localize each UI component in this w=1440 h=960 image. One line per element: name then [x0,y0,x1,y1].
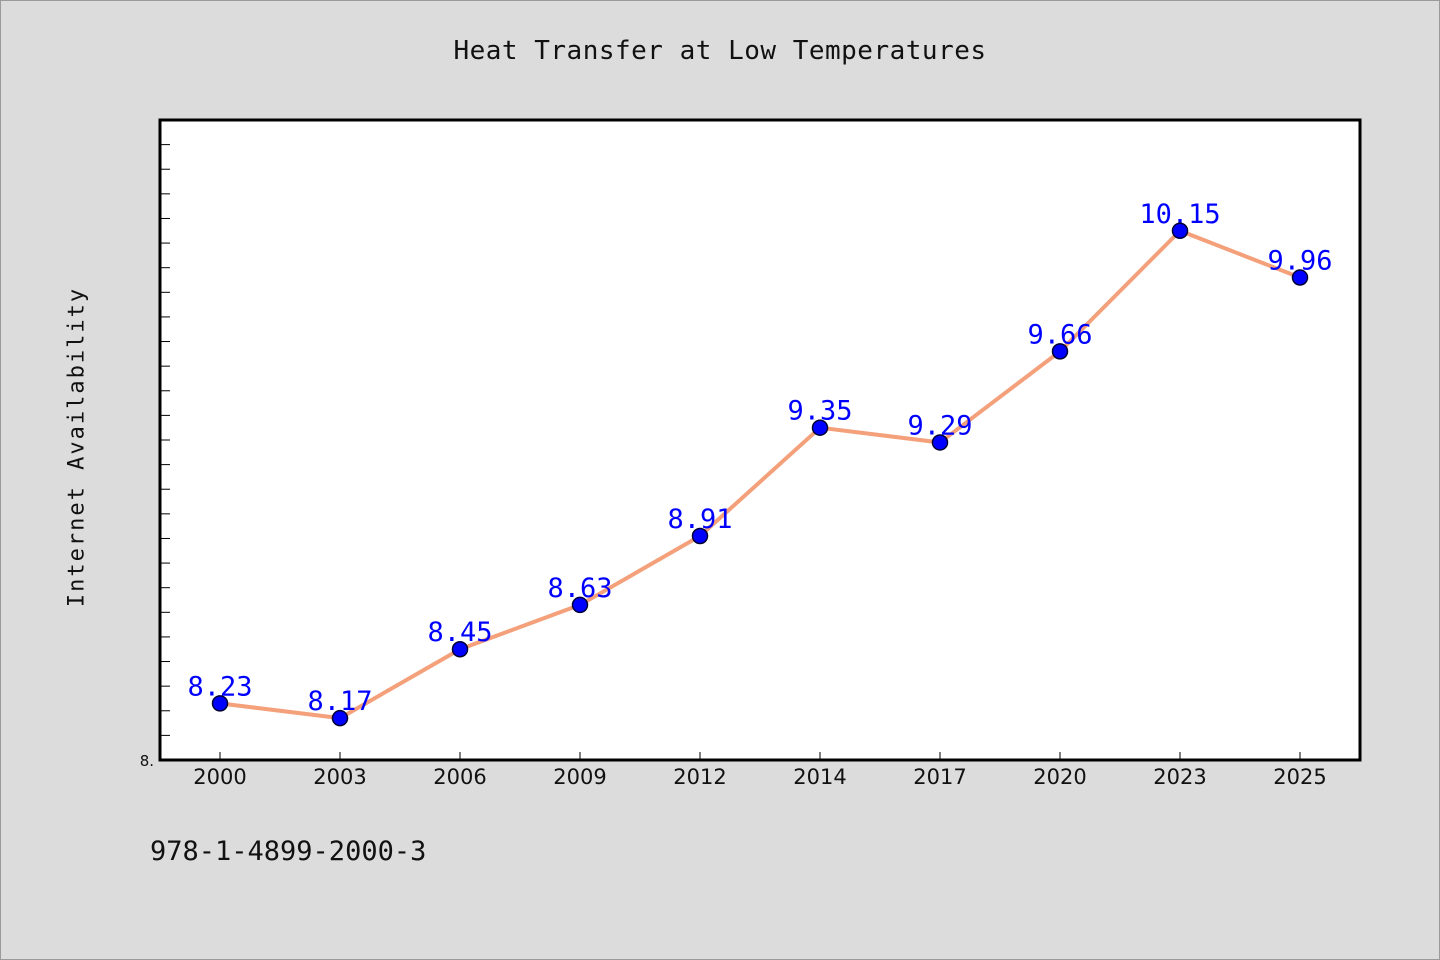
x-tick-label: 2023 [1153,765,1206,789]
footer-code: 978-1-4899-2000-3 [150,836,427,867]
x-tick-label: 2017 [913,765,966,789]
data-point [451,640,469,658]
data-point [1291,269,1309,286]
series-line [218,228,1302,721]
x-tick-label: 2020 [1033,765,1086,789]
data-point [571,596,589,614]
data-point [1171,222,1189,240]
x-tick-label: 2000 [193,765,246,789]
x-tick-label: 2025 [1273,765,1326,789]
data-point [931,434,949,451]
plot-area [158,118,1362,762]
data-point [1051,343,1069,360]
data-point [331,709,349,727]
x-tick-label: 2009 [553,765,606,789]
x-tick-label: 2014 [793,765,846,789]
x-tick-label: 2012 [673,765,726,789]
y-tick-label: 8. [140,752,154,770]
data-point [691,527,709,545]
data-point [211,695,229,712]
x-tick-label: 2003 [313,765,366,789]
x-tick-label: 2006 [433,765,486,789]
data-point [811,419,829,436]
chart-title: Heat Transfer at Low Temperatures [453,36,987,66]
